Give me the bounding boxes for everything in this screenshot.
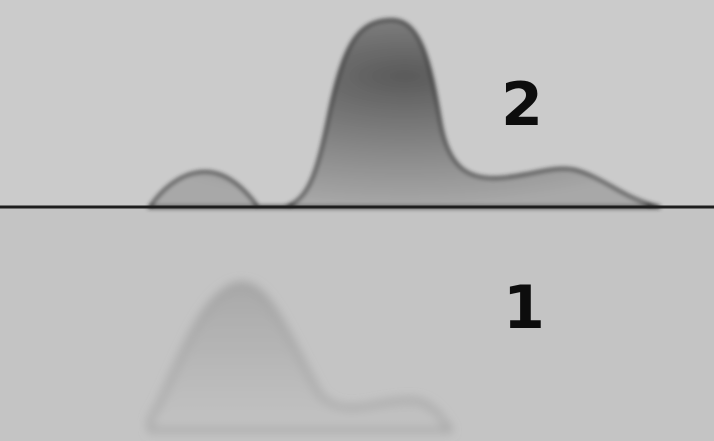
label-1: 1 — [503, 273, 545, 343]
page: 2 1 (() => { const data = JSON.parse(doc… — [0, 0, 714, 441]
label-2: 2 — [501, 70, 543, 140]
photo: 2 1 — [0, 0, 714, 441]
